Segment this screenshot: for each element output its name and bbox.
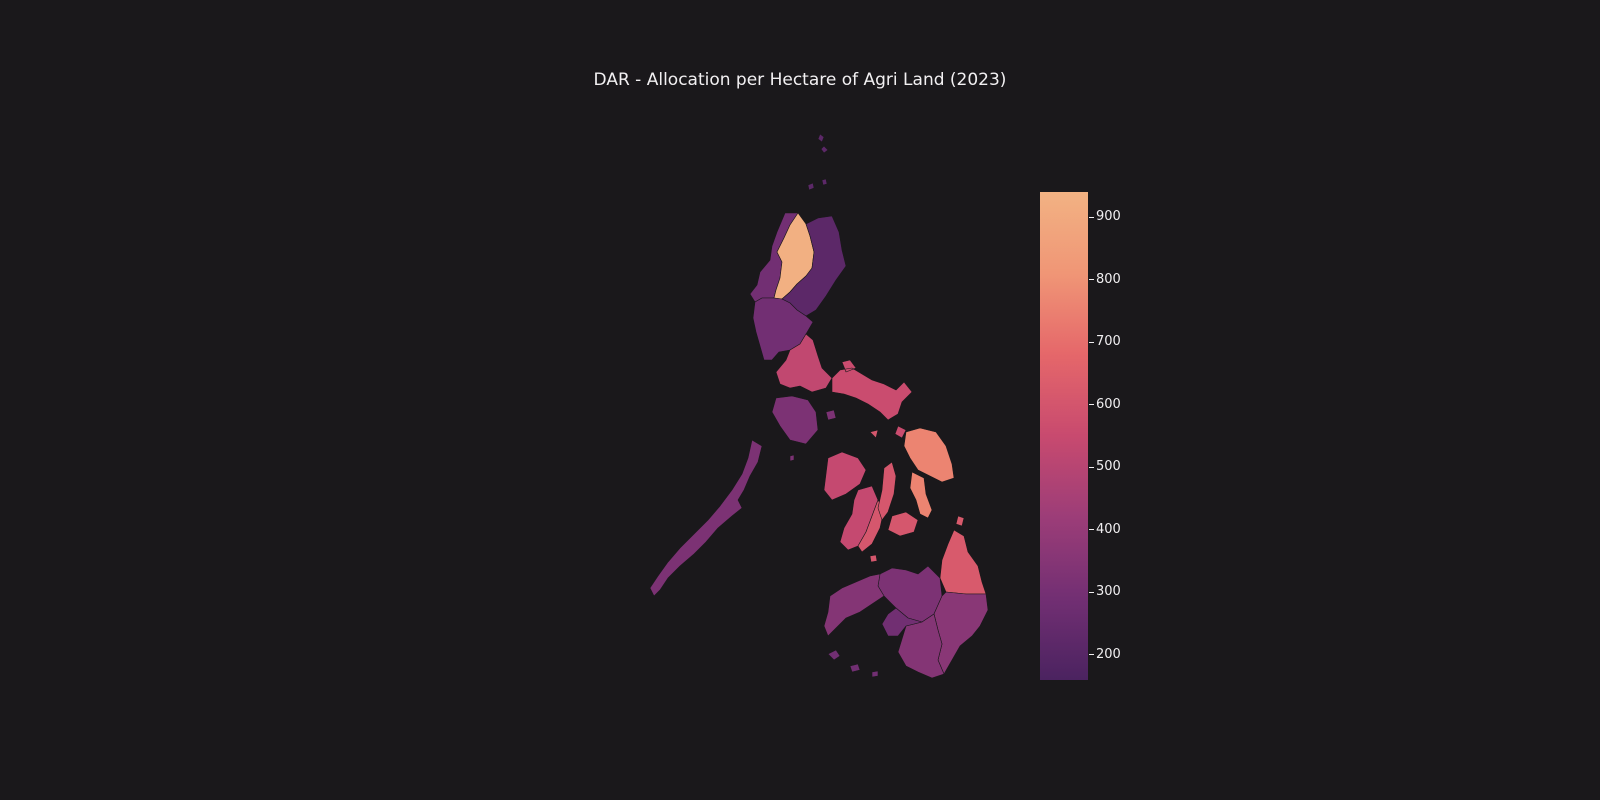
map-region-batanes[interactable]: [807, 133, 829, 191]
map-region-mindoro[interactable]: [771, 395, 819, 445]
map-region-caraga[interactable]: [939, 515, 987, 595]
map-region-cebu[interactable]: [877, 461, 897, 521]
map-region-zamboanga[interactable]: [823, 573, 885, 637]
colorbar-tick-label: 700: [1089, 334, 1121, 350]
map-region-panay[interactable]: [823, 451, 867, 501]
map-region-davao[interactable]: [933, 591, 989, 675]
map-region-leyte[interactable]: [909, 471, 933, 519]
map-region-samar[interactable]: [903, 427, 955, 483]
map-region-northern-mindanao[interactable]: [877, 565, 943, 623]
map-region-negros-occidental[interactable]: [839, 485, 879, 551]
colorbar-tick-label: 900: [1089, 209, 1121, 225]
map-region-siquijor[interactable]: [869, 429, 879, 563]
map-region-bicol[interactable]: [831, 359, 913, 439]
map-region-calabarzon[interactable]: [775, 333, 833, 393]
page-title: DAR - Allocation per Hectare of Agri Lan…: [593, 70, 1007, 90]
map-region-bohol[interactable]: [887, 511, 919, 537]
colorbar-tick-label: 500: [1089, 459, 1121, 475]
map-region-palawan[interactable]: [649, 439, 763, 597]
colorbar-tick-label: 600: [1089, 396, 1121, 412]
colorbar-tick-label: 400: [1089, 521, 1121, 537]
colorbar: [1040, 192, 1088, 680]
colorbar-tick-label: 800: [1089, 271, 1121, 287]
map-region-barmm[interactable]: [827, 607, 923, 678]
colorbar-tick-label: 200: [1089, 646, 1121, 662]
map-region-negros-oriental[interactable]: [857, 499, 885, 553]
map-region-soccsksargen[interactable]: [897, 613, 945, 679]
colorbar-tick-label: 300: [1089, 584, 1121, 600]
map-region-marinduque[interactable]: [789, 409, 837, 462]
